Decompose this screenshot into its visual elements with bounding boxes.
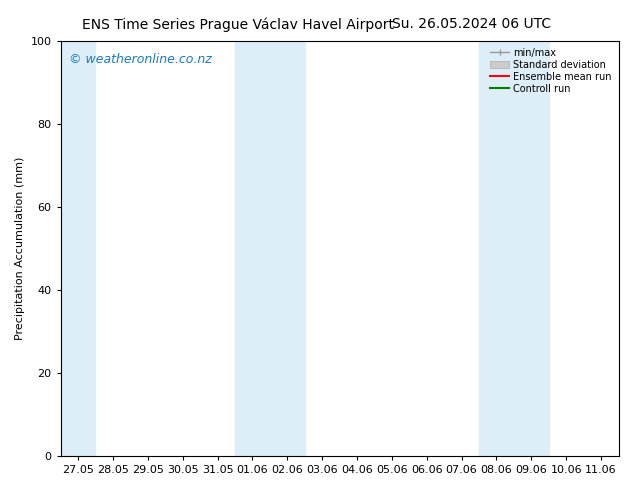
Y-axis label: Precipitation Accumulation (mm): Precipitation Accumulation (mm) bbox=[15, 157, 25, 340]
Legend: min/max, Standard deviation, Ensemble mean run, Controll run: min/max, Standard deviation, Ensemble me… bbox=[488, 46, 614, 96]
Bar bbox=[235, 41, 305, 456]
Text: ENS Time Series Prague Václav Havel Airport: ENS Time Series Prague Václav Havel Airp… bbox=[82, 17, 394, 32]
Text: Su. 26.05.2024 06 UTC: Su. 26.05.2024 06 UTC bbox=[392, 17, 552, 31]
Bar bbox=[479, 41, 549, 456]
Bar bbox=[61, 41, 96, 456]
Text: © weatheronline.co.nz: © weatheronline.co.nz bbox=[69, 53, 212, 67]
